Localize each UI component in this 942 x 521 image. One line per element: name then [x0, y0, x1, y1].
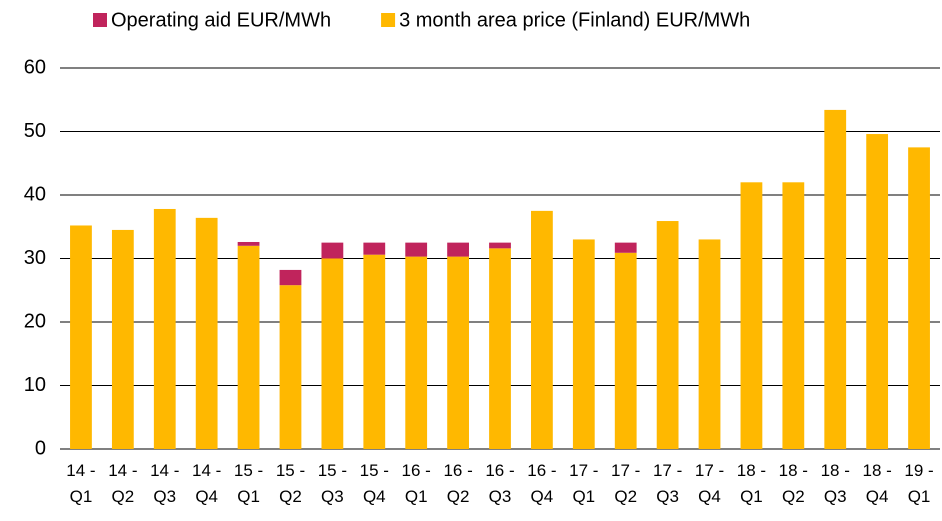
- bar: [111, 229, 134, 449]
- bar: [614, 242, 637, 253]
- bar: [237, 241, 260, 246]
- bar: [405, 256, 428, 449]
- bar: [866, 134, 889, 450]
- x-tick-label-box: 17 - Q2: [611, 461, 641, 506]
- x-tick-label-box: 18 - Q2: [778, 461, 808, 506]
- x-tick-label-box: 16 - Q4: [527, 461, 557, 506]
- y-tick-label: 50: [24, 120, 46, 142]
- x-tick-label-box: 15 - Q4: [359, 461, 389, 506]
- bar: [405, 242, 428, 257]
- x-tick-label-box: 15 - Q3: [317, 461, 348, 506]
- x-tick-label: 16 - Q3: [485, 461, 515, 506]
- x-tick-label: 17 - Q1: [569, 461, 599, 506]
- y-tick-label: 0: [35, 437, 46, 459]
- bar: [572, 239, 595, 449]
- x-tick-label-box: 18 - Q1: [736, 461, 767, 506]
- bar: [656, 221, 679, 449]
- bar: [489, 248, 511, 449]
- x-tick-label: 17 - Q2: [611, 461, 641, 506]
- x-tick-label: 16 - Q1: [401, 461, 431, 506]
- y-tick-label: 40: [24, 183, 46, 205]
- x-tick-label: 18 - Q3: [820, 461, 850, 506]
- legend-label: 3 month area price (Finland) EUR/MWh: [399, 9, 750, 31]
- bar: [740, 182, 763, 450]
- x-tick-label: 19 - Q1: [904, 461, 934, 506]
- bar: [782, 182, 805, 450]
- y-tick-label: 30: [24, 247, 46, 269]
- x-tick-label: 15 - Q3: [317, 461, 348, 506]
- bar: [531, 210, 553, 449]
- x-tick-label-box: 19 - Q1: [904, 461, 934, 506]
- bar: [447, 256, 469, 449]
- bar: [153, 208, 176, 449]
- bar: [447, 242, 469, 257]
- bar: [321, 242, 344, 259]
- bar: [363, 254, 386, 449]
- x-tick-label: 14 - Q4: [192, 461, 222, 506]
- bar: [195, 217, 218, 449]
- bar: [279, 269, 302, 286]
- x-tick-label: 15 - Q2: [275, 461, 306, 506]
- x-tick-label-box: 14 - Q3: [150, 461, 180, 506]
- x-tick-label-box: 14 - Q1: [66, 461, 96, 506]
- x-tick-label-box: 15 - Q1: [233, 461, 264, 506]
- x-tick-label: 15 - Q4: [359, 461, 389, 506]
- x-tick-label-box: 17 - Q1: [569, 461, 599, 506]
- x-tick-label-box: 14 - Q2: [108, 461, 138, 506]
- x-tick-label-box: 18 - Q4: [862, 461, 892, 506]
- bar: [237, 245, 260, 449]
- x-tick-label: 17 - Q3: [652, 461, 683, 506]
- y-tick-label: 60: [24, 56, 46, 78]
- x-tick-label-box: 18 - Q3: [820, 461, 850, 506]
- x-tick-label: 16 - Q2: [443, 461, 473, 506]
- bar: [614, 252, 637, 449]
- legend-swatch: [93, 13, 107, 27]
- x-tick-label-box: 17 - Q3: [652, 461, 683, 506]
- bar: [908, 147, 930, 449]
- x-tick-label-box: 14 - Q4: [192, 461, 222, 506]
- bar: [321, 258, 344, 449]
- x-tick-label: 14 - Q1: [66, 461, 96, 506]
- bar: [279, 285, 302, 449]
- bar: [363, 242, 386, 255]
- x-tick-label: 14 - Q3: [150, 461, 180, 506]
- legend-label: Operating aid EUR/MWh: [111, 9, 331, 31]
- x-tick-label: 14 - Q2: [108, 461, 138, 506]
- x-tick-label-box: 15 - Q2: [275, 461, 306, 506]
- x-tick-label: 18 - Q2: [778, 461, 808, 506]
- x-tick-label-box: 16 - Q3: [485, 461, 515, 506]
- x-tick-label: 18 - Q1: [736, 461, 767, 506]
- x-tick-label: 17 - Q4: [694, 461, 725, 506]
- legend-swatch: [381, 13, 396, 27]
- x-tick-label: 18 - Q4: [862, 461, 892, 506]
- y-tick-label: 20: [24, 310, 46, 332]
- bar: [70, 225, 92, 449]
- x-tick-label: 15 - Q1: [233, 461, 264, 506]
- bar: [698, 239, 721, 449]
- x-tick-label-box: 16 - Q2: [443, 461, 473, 506]
- bar: [489, 242, 511, 249]
- x-tick-label-box: 16 - Q1: [401, 461, 431, 506]
- bar: [824, 109, 847, 449]
- x-tick-label: 16 - Q4: [527, 461, 557, 506]
- x-tick-label-box: 17 - Q4: [694, 461, 725, 506]
- y-tick-label: 10: [24, 374, 46, 396]
